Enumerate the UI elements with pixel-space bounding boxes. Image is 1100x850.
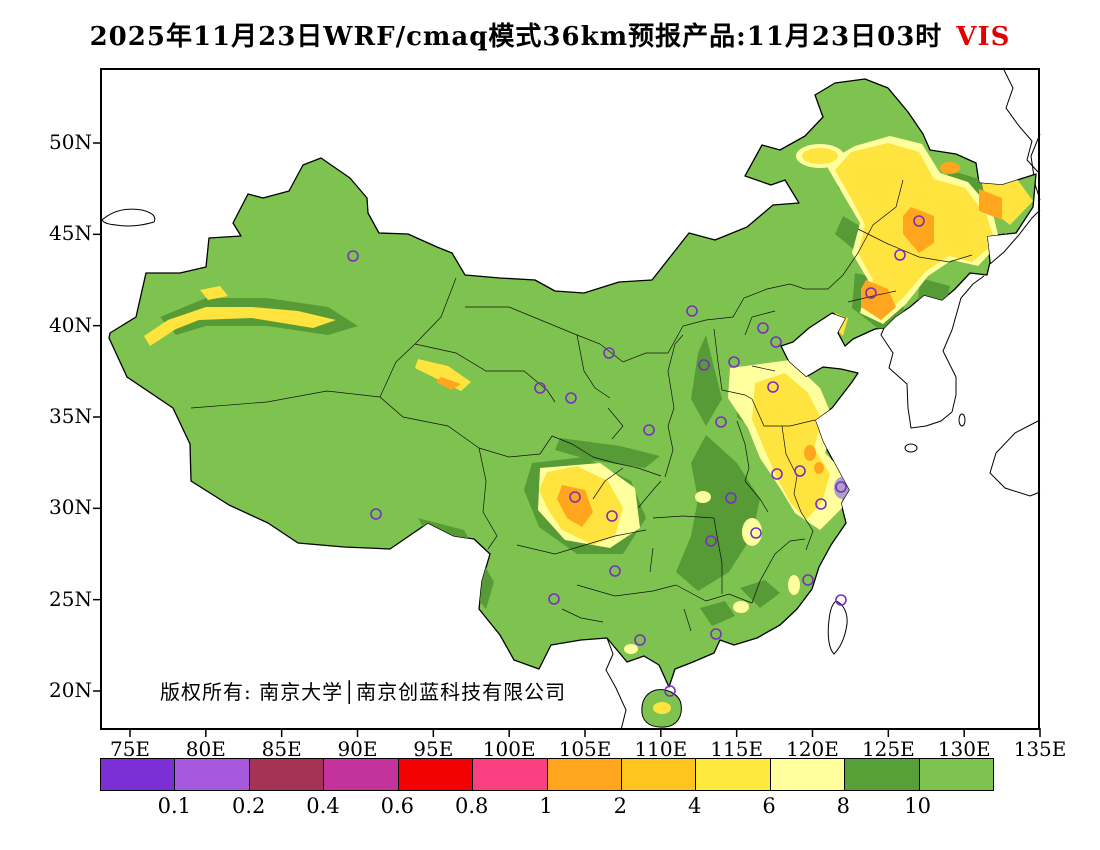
right-edge-coast xyxy=(1030,133,1041,201)
title-variable-vis: VIS xyxy=(956,22,1011,52)
city-marker xyxy=(815,498,827,510)
hainan-vis-patch xyxy=(653,702,671,714)
lon-tick-label: 125E xyxy=(861,737,915,761)
city-marker xyxy=(606,510,618,522)
city-marker xyxy=(710,628,722,640)
plot-frame xyxy=(100,68,1040,730)
colorbar-tick-label: 10 xyxy=(904,794,932,818)
colorbar-tick-label: 0.2 xyxy=(231,794,266,818)
city-marker xyxy=(643,424,655,436)
city-marker xyxy=(686,305,698,317)
islands xyxy=(641,600,848,728)
lon-tick-label: 80E xyxy=(185,737,226,761)
colorbar-segment xyxy=(919,759,994,790)
lon-tick-label: 110E xyxy=(634,737,688,761)
city-marker xyxy=(725,492,737,504)
colorbar-tick-label: 4 xyxy=(687,794,702,818)
colorbar-segment xyxy=(473,759,548,790)
colorbar-segment xyxy=(547,759,622,790)
city-marker xyxy=(835,481,847,493)
city-marker xyxy=(603,347,615,359)
colorbar-segment xyxy=(770,759,846,790)
city-marker xyxy=(757,322,769,334)
colorbar-segment xyxy=(398,759,474,790)
colorbar-tick-label: 0.8 xyxy=(454,794,489,818)
lon-tick-label: 105E xyxy=(558,737,612,761)
lon-tick-label: 100E xyxy=(482,737,536,761)
jeju-island xyxy=(904,443,918,453)
lake-balkhash xyxy=(101,208,156,227)
copyright-text: 版权所有: 南京大学│南京创蓝科技有限公司 xyxy=(160,680,567,704)
city-marker xyxy=(534,382,546,394)
colorbar-tick-label: 0.4 xyxy=(306,794,340,818)
lon-tick-label: 90E xyxy=(337,737,378,761)
city-marker xyxy=(370,508,382,520)
colorbar-segment xyxy=(696,759,771,790)
primorye-coastline xyxy=(989,209,1041,265)
korea-coastline xyxy=(880,275,985,429)
city-marker xyxy=(794,465,806,477)
city-marker xyxy=(548,593,560,605)
city-marker xyxy=(569,491,581,503)
city-marker xyxy=(865,287,877,299)
city-markers xyxy=(347,215,925,697)
lat-tick-label: 35N xyxy=(49,403,92,428)
lat-tick-label: 25N xyxy=(49,586,92,611)
city-marker xyxy=(835,594,847,606)
colorbar-segment xyxy=(621,759,697,790)
lon-tick-label: 85E xyxy=(261,737,302,761)
lon-tick-label: 115E xyxy=(710,737,764,761)
colorbar-tick-label: 6 xyxy=(762,794,776,818)
city-marker xyxy=(705,535,717,547)
city-marker xyxy=(771,468,783,480)
page-title: 2025年11月23日WRF/cmaq模式36km预报产品:11月23日03时 V… xyxy=(0,16,1100,53)
colorbar-tick-label: 2 xyxy=(613,794,628,818)
lon-tick-label: 95E xyxy=(413,737,454,761)
city-marker xyxy=(664,685,676,697)
colorbar-segment xyxy=(175,759,250,790)
map-plot-area xyxy=(93,67,1041,737)
colorbar-tick-label: 0.6 xyxy=(380,794,415,818)
vis-1-4-patches xyxy=(436,162,1002,527)
title-text: 2025年11月23日WRF/cmaq模式36km预报产品:11月23日03时 xyxy=(89,22,943,52)
lat-tick-label: 20N xyxy=(49,677,92,702)
colorbar-segment xyxy=(845,759,920,790)
china-visibility-map xyxy=(93,67,1041,737)
colorbar-segment xyxy=(249,759,325,790)
colorbar-tick-label: 8 xyxy=(836,794,851,818)
lat-tick-label: 50N xyxy=(49,130,92,154)
city-marker xyxy=(894,249,906,261)
lat-tick-label: 30N xyxy=(49,495,92,520)
colorbar-tick-label: 1 xyxy=(539,794,553,818)
okhotsk-coastline xyxy=(1002,67,1039,173)
city-marker xyxy=(767,381,779,393)
colorbar xyxy=(100,758,994,791)
city-marker xyxy=(802,574,814,586)
city-marker xyxy=(715,416,727,428)
vietnam-coastline xyxy=(605,637,627,731)
lon-tick-label: 75E xyxy=(109,737,151,761)
colorbar-segment xyxy=(101,759,176,790)
city-marker xyxy=(698,359,710,371)
city-marker xyxy=(750,527,762,539)
city-marker xyxy=(634,634,646,646)
kyushu-coastline xyxy=(989,419,1041,497)
city-marker xyxy=(728,356,740,368)
city-marker xyxy=(913,215,925,227)
lat-tick-label: 40N xyxy=(49,312,92,337)
colorbar-segment xyxy=(324,759,399,790)
city-marker xyxy=(770,336,782,348)
lon-tick-label: 135E xyxy=(1013,737,1067,761)
city-marker xyxy=(347,250,359,262)
tsushima-island xyxy=(958,413,966,427)
province-boundaries xyxy=(190,179,973,632)
city-marker xyxy=(565,392,577,404)
colorbar-tick-label: 0.1 xyxy=(157,794,192,818)
lat-tick-label: 45N xyxy=(49,221,92,246)
city-marker xyxy=(609,565,621,577)
lon-tick-label: 120E xyxy=(786,737,839,761)
lon-tick-label: 130E xyxy=(937,737,991,761)
taiwan-island xyxy=(827,600,848,655)
